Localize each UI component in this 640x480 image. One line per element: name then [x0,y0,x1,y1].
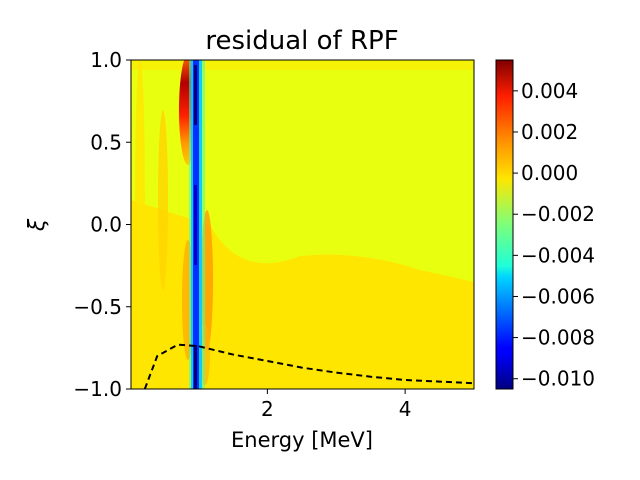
y-axis-label: ξ [25,218,50,232]
colorbar-tick-label: −0.002 [521,202,595,226]
colorbar-ticks: 0.004 0.002 0.000 −0.002 −0.004 −0.006 −0.008 −… [513,79,595,391]
heatmap-area [131,60,474,389]
x-tick-label: 2 [261,397,274,421]
y-axis-ticks: 1.0 0.5 0.0 −0.5 −1.0 [73,48,131,401]
colorbar-tick-label: −0.004 [521,243,595,267]
colorbar-tick-label: 0.002 [521,120,578,144]
heatmap-background-lower [131,200,474,389]
chart-title: residual of RPF [205,26,398,56]
colorbar-tick-label: −0.010 [521,367,595,391]
heatmap-negative-core-mid [194,185,197,265]
y-tick-label: 0.5 [90,130,122,154]
x-tick-label: 4 [399,397,412,421]
x-axis-label: Energy [MeV] [231,428,373,452]
colorbar-tick-label: 0.004 [521,79,578,103]
heatmap-top-strip [131,60,474,70]
heatmap-faint-lobe-left [158,110,168,290]
colorbar-frame [495,59,514,390]
dashed-curve [143,343,474,389]
heatmap-negative-core-bottom [194,345,197,389]
colorbar-tick-label: −0.008 [521,326,595,350]
y-tick-label: −0.5 [73,295,122,319]
colorbar [496,60,513,389]
colorbar-tick-label: 0.000 [521,161,578,185]
y-tick-label: −1.0 [73,377,122,401]
heatmap-negative-core-top [194,65,197,125]
heatmap-faint-lobe-edge [135,60,145,340]
y-tick-label: 0.0 [90,213,122,237]
colorbar-tick-label: −0.006 [521,284,595,308]
y-tick-label: 1.0 [90,48,122,72]
